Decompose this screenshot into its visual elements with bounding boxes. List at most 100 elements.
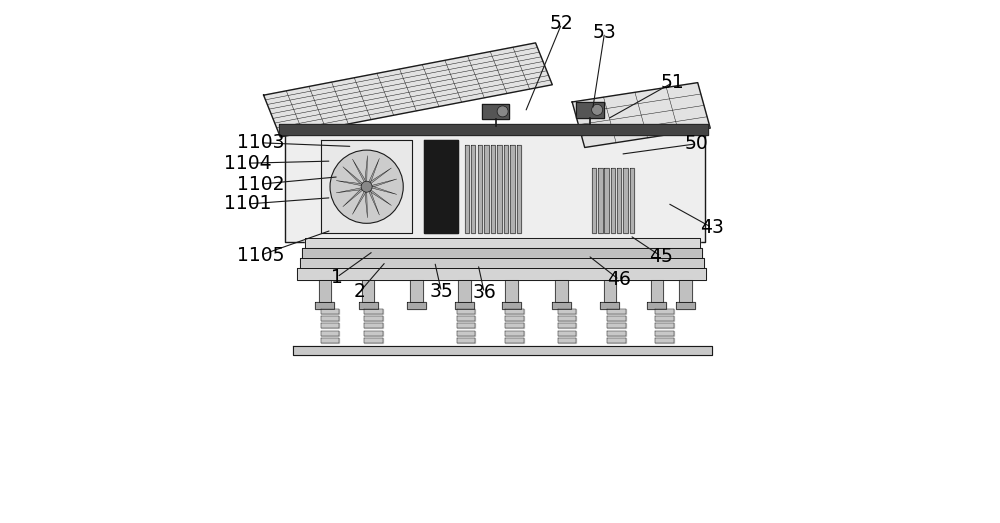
Polygon shape xyxy=(424,140,458,233)
Polygon shape xyxy=(455,302,474,309)
Polygon shape xyxy=(367,187,379,215)
Polygon shape xyxy=(617,168,621,233)
Polygon shape xyxy=(305,238,700,248)
Polygon shape xyxy=(558,331,576,336)
Text: 1: 1 xyxy=(331,268,343,287)
Polygon shape xyxy=(607,323,626,328)
Polygon shape xyxy=(598,168,603,233)
Polygon shape xyxy=(592,168,596,233)
Polygon shape xyxy=(555,280,568,302)
Polygon shape xyxy=(655,331,674,336)
Polygon shape xyxy=(293,346,712,355)
Polygon shape xyxy=(321,316,339,321)
Polygon shape xyxy=(457,323,475,328)
Text: 1102: 1102 xyxy=(237,175,284,194)
Polygon shape xyxy=(505,323,524,328)
Polygon shape xyxy=(458,280,471,302)
Polygon shape xyxy=(505,280,518,302)
Polygon shape xyxy=(321,331,339,336)
Polygon shape xyxy=(457,331,475,336)
Polygon shape xyxy=(285,132,705,242)
Polygon shape xyxy=(364,309,383,314)
Polygon shape xyxy=(352,187,367,214)
Polygon shape xyxy=(655,323,674,328)
Polygon shape xyxy=(630,168,634,233)
Circle shape xyxy=(361,181,372,192)
Text: 43: 43 xyxy=(700,218,724,237)
Polygon shape xyxy=(364,323,383,328)
Polygon shape xyxy=(517,145,521,233)
Polygon shape xyxy=(319,280,331,302)
Polygon shape xyxy=(647,302,666,309)
Text: 50: 50 xyxy=(684,134,708,153)
Polygon shape xyxy=(505,316,524,321)
Polygon shape xyxy=(611,168,615,233)
Polygon shape xyxy=(478,145,482,233)
Polygon shape xyxy=(362,280,374,302)
Polygon shape xyxy=(367,158,379,187)
Polygon shape xyxy=(510,145,515,233)
Polygon shape xyxy=(655,309,674,314)
Polygon shape xyxy=(558,316,576,321)
Polygon shape xyxy=(558,309,576,314)
Polygon shape xyxy=(676,302,695,309)
Polygon shape xyxy=(505,309,524,314)
Text: 53: 53 xyxy=(593,23,616,42)
Polygon shape xyxy=(321,309,339,314)
Polygon shape xyxy=(359,302,378,309)
Polygon shape xyxy=(367,168,391,187)
Polygon shape xyxy=(365,187,367,218)
Polygon shape xyxy=(504,145,508,233)
Text: 1105: 1105 xyxy=(237,246,284,265)
Polygon shape xyxy=(336,180,367,187)
Polygon shape xyxy=(482,104,509,119)
Polygon shape xyxy=(471,145,475,233)
Polygon shape xyxy=(607,309,626,314)
Text: 52: 52 xyxy=(550,14,574,33)
Polygon shape xyxy=(302,248,702,258)
Polygon shape xyxy=(364,338,383,343)
Text: 45: 45 xyxy=(649,247,673,266)
Text: 46: 46 xyxy=(607,270,631,289)
Polygon shape xyxy=(484,145,489,233)
Polygon shape xyxy=(297,268,706,280)
Polygon shape xyxy=(364,316,383,321)
Polygon shape xyxy=(367,187,397,195)
Polygon shape xyxy=(352,159,367,187)
Polygon shape xyxy=(607,331,626,336)
Polygon shape xyxy=(336,187,367,193)
Polygon shape xyxy=(604,168,609,233)
Polygon shape xyxy=(321,323,339,328)
Text: 1103: 1103 xyxy=(237,133,284,152)
Polygon shape xyxy=(407,302,426,309)
Text: 51: 51 xyxy=(661,73,684,92)
Polygon shape xyxy=(558,338,576,343)
Polygon shape xyxy=(321,338,339,343)
Polygon shape xyxy=(365,156,367,187)
Polygon shape xyxy=(655,316,674,321)
Polygon shape xyxy=(572,83,710,147)
Polygon shape xyxy=(264,43,552,137)
Polygon shape xyxy=(505,331,524,336)
Polygon shape xyxy=(655,338,674,343)
Polygon shape xyxy=(364,331,383,336)
Polygon shape xyxy=(679,280,692,302)
Polygon shape xyxy=(576,102,604,118)
Polygon shape xyxy=(343,187,367,207)
Circle shape xyxy=(592,105,603,116)
Polygon shape xyxy=(604,280,616,302)
Polygon shape xyxy=(457,316,475,321)
Text: 2: 2 xyxy=(354,282,366,301)
Polygon shape xyxy=(457,309,475,314)
Polygon shape xyxy=(465,145,469,233)
Polygon shape xyxy=(623,168,628,233)
Polygon shape xyxy=(607,338,626,343)
Text: 35: 35 xyxy=(430,282,453,301)
Polygon shape xyxy=(491,145,495,233)
Polygon shape xyxy=(315,302,334,309)
Polygon shape xyxy=(367,179,397,187)
Text: 36: 36 xyxy=(472,283,496,302)
Polygon shape xyxy=(279,124,708,135)
Polygon shape xyxy=(300,258,704,268)
Polygon shape xyxy=(502,302,521,309)
